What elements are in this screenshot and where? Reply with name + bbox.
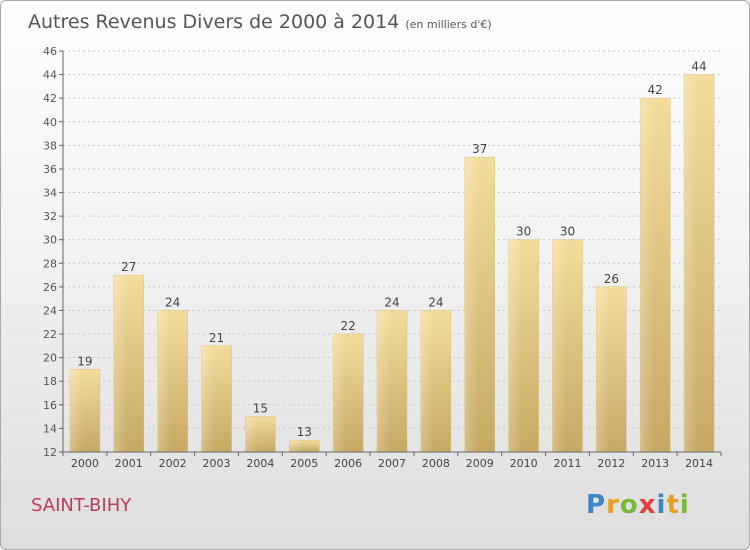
- y-tick-label: 22: [43, 328, 57, 341]
- bar-highlight: [333, 334, 347, 452]
- data-label: 24: [165, 295, 180, 309]
- data-label: 30: [560, 225, 575, 239]
- data-label: 30: [516, 225, 531, 239]
- y-tick-label: 40: [43, 116, 57, 129]
- x-tick-label: 2000: [71, 457, 99, 470]
- logo-letter: x: [638, 490, 657, 520]
- x-tick-label: 2001: [115, 457, 143, 470]
- x-tick-label: 2014: [685, 457, 713, 470]
- chart-title: Autres Revenus Divers de 2000 à 2014 (en …: [28, 11, 492, 33]
- x-tick-label: 2013: [641, 457, 669, 470]
- bar-highlight: [508, 239, 523, 452]
- bar-highlight: [289, 440, 303, 452]
- x-tick-label: 2011: [553, 457, 581, 470]
- x-axis: 2000 2001 2002 2003 2004 2005 2006 2007 2008 2009…: [62, 451, 722, 470]
- data-label: 15: [253, 402, 268, 416]
- bar-highlight: [552, 239, 566, 452]
- bar-highlight: [69, 369, 84, 452]
- y-tick-label: 34: [43, 187, 57, 200]
- y-tick-label: 18: [43, 375, 57, 388]
- chart-subtitle: (en milliers d'€): [405, 18, 492, 31]
- logo-letter: P: [586, 490, 607, 520]
- x-tick-label: 2005: [290, 457, 318, 470]
- data-label: 24: [384, 295, 399, 309]
- x-tick-label: 2008: [422, 457, 450, 470]
- y-tick-label: 24: [43, 304, 57, 317]
- y-axis: 12 14 16 18 20 22 24 26 28 30 32 34 36 38 40 42 44 46: [43, 45, 64, 459]
- y-tick-label: 30: [43, 234, 57, 247]
- data-labels: 19 27 24 21 15 13 22 24 24 37 30 30 26 42 44: [77, 60, 706, 440]
- y-tick-label: 12: [43, 446, 57, 459]
- data-label: 24: [428, 295, 443, 309]
- logo-letter: o: [619, 490, 639, 520]
- y-tick-label: 32: [43, 210, 57, 223]
- y-tick-label: 42: [43, 92, 57, 105]
- x-tick-label: 2004: [246, 457, 274, 470]
- bar-highlight: [113, 275, 128, 452]
- logo-letter: r: [606, 490, 620, 520]
- y-tick-label: 38: [43, 139, 57, 152]
- y-tick-label: 26: [43, 281, 57, 294]
- y-tick-label: 44: [43, 69, 57, 82]
- proxiti-logo: Proxiti: [586, 490, 690, 520]
- x-tick-label: 2010: [510, 457, 538, 470]
- data-label: 37: [472, 142, 487, 156]
- data-label: 44: [691, 60, 706, 74]
- x-tick-label: 2012: [597, 457, 625, 470]
- data-label: 26: [604, 272, 619, 286]
- x-tick-label: 2006: [334, 457, 362, 470]
- data-label: 21: [209, 331, 224, 345]
- logo-letter: i: [679, 490, 690, 520]
- data-label: 42: [648, 83, 663, 97]
- y-tick-label: 46: [43, 45, 57, 58]
- logo-letter: i: [656, 490, 667, 520]
- y-tick-label: 36: [43, 163, 57, 176]
- bar-highlight: [201, 345, 216, 452]
- bar-highlight: [640, 98, 654, 453]
- bar-highlight: [464, 157, 479, 452]
- bar-highlight: [420, 310, 435, 452]
- bar-highlight: [596, 286, 610, 452]
- x-tick-label: 2009: [466, 457, 494, 470]
- y-tick-label: 28: [43, 257, 57, 270]
- data-label: 19: [77, 354, 92, 368]
- bar-highlight: [377, 310, 391, 452]
- y-tick-label: 14: [43, 422, 57, 435]
- bar-highlight: [684, 74, 698, 453]
- y-tick-label: 20: [43, 352, 57, 365]
- x-tick-label: 2007: [378, 457, 406, 470]
- x-tick-label: 2003: [203, 457, 231, 470]
- logo-letter: t: [666, 490, 680, 520]
- x-tick-label: 2002: [159, 457, 187, 470]
- data-label: 13: [297, 425, 312, 439]
- bars: [69, 74, 715, 453]
- data-label: 27: [121, 260, 136, 274]
- place-name: SAINT-BIHY: [31, 495, 132, 516]
- bar-highlight: [157, 310, 172, 452]
- chart-title-text: Autres Revenus Divers de 2000 à 2014: [28, 11, 400, 33]
- y-tick-label: 16: [43, 399, 57, 412]
- data-label: 22: [340, 319, 355, 333]
- bar-highlight: [245, 416, 259, 452]
